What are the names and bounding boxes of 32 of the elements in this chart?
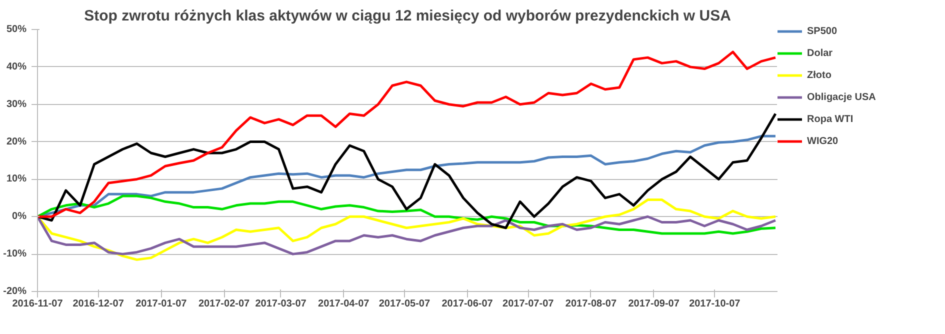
legend-label: Złoto: [807, 70, 832, 80]
y-tick-label: 40%: [6, 61, 27, 72]
line-series: [38, 194, 777, 235]
y-tick-label: 30%: [6, 98, 27, 110]
x-tick-label: 2017-04-07: [318, 298, 370, 310]
y-tick-label: 0%: [12, 211, 27, 222]
chart-title: Stop zwrotu różnych klas aktywów w ciągu 12 miesięcy od wyborów prezydenckich w USA: [84, 8, 732, 24]
x-tick-label: 2017-08-07: [565, 298, 617, 310]
x-tick-label: 2017-06-07: [442, 298, 494, 310]
x-tick-label: 2017-07-07: [502, 298, 554, 310]
line-series: [38, 198, 777, 261]
legend-label: Ropa WTI: [807, 114, 854, 124]
y-tick-label: -20%: [3, 286, 27, 297]
x-tick-label: 2016-11-07: [12, 298, 64, 310]
y-tick-label: 20%: [6, 136, 27, 148]
line-series: [38, 50, 777, 218]
y-tick-label: 50%: [6, 24, 27, 35]
legend-label: SP500: [807, 26, 838, 36]
x-tick-label: 2017-02-07: [198, 298, 250, 310]
y-tick-label: 10%: [6, 174, 27, 185]
legend-label: Dolar: [807, 48, 834, 58]
x-tick-label: 2017-05-07: [378, 298, 430, 310]
x-tick-label: 2017-10-07: [689, 298, 741, 310]
legend-label: WIG20: [807, 136, 840, 146]
legend-label: Obligacje USA: [807, 92, 877, 102]
y-tick-label: -10%: [3, 248, 27, 260]
line-series: [38, 215, 777, 256]
x-tick-label: 2017-03-07: [255, 298, 307, 310]
x-tick-label: 2016-12-07: [72, 298, 124, 310]
line-series: [38, 112, 777, 230]
x-tick-label: 2017-01-07: [136, 298, 188, 310]
x-tick-label: 2017-09-07: [628, 298, 680, 310]
